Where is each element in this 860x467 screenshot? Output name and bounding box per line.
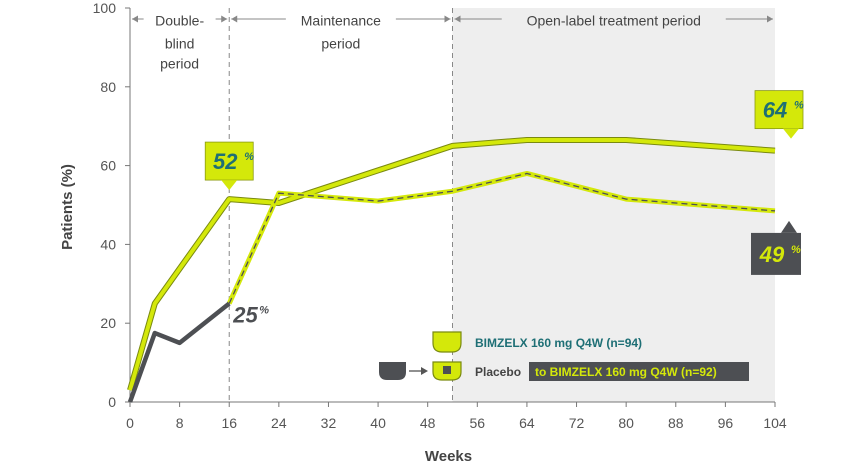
legend-switch-label: to BIMZELX 160 mg Q4W (n=92) [535,365,717,379]
period-label-line: blind [165,36,195,52]
callouts: 52 %64 %25 %49% [204,90,804,328]
series-switch-dash [228,172,776,304]
x-tick-label: 64 [519,415,535,431]
x-tick-label: 96 [718,415,734,431]
period-label-group: Maintenance period [231,13,451,52]
period-arrowhead [132,15,138,23]
legend-placebo-label: Placebo [475,365,521,379]
x-tick-label: 16 [221,415,237,431]
legend-bimzelx-swatch [432,331,462,353]
x-tick-label: 104 [763,415,787,431]
y-tick-label: 60 [100,158,116,174]
y-tick-label: 80 [100,79,116,95]
callout-box [751,232,801,275]
callout-52: 52% [204,141,254,191]
x-tick-label: 32 [321,415,337,431]
x-tick-label: 40 [370,415,386,431]
callout-percent: % [244,151,254,163]
callout-percent: % [794,100,804,112]
period-arrowhead [231,15,238,23]
legend-placebo-swatch [379,362,406,380]
y-tick-label: 40 [100,236,116,252]
x-tick-label: 48 [420,415,436,431]
callout-box [754,90,804,130]
annotation-percent: % [259,305,269,317]
legend-switch-marker [443,366,451,374]
callout-pointer [221,180,238,191]
legend-bimzelx-label: BIMZELX 160 mg Q4W (n=94) [475,336,642,350]
series-lines [127,136,776,403]
period-label-group: Double-blind period [132,13,228,72]
period-arrowhead [454,15,461,23]
axes: 0 20 40 60 80 100 0 8 16 24 32 40 48 56 64 72 80 88 96 104 W… [59,0,787,465]
callout-pointer [783,128,799,139]
period-label-line: Maintenance [301,13,381,29]
legend-switch-label-bg [529,362,749,381]
legend: BIMZELX 160 mg Q4W (n=94) Placebo to BIMZE… [379,331,749,381]
period-arrowhead [444,15,451,23]
callout-percent: % [791,244,801,256]
x-axis-title: Weeks [425,448,472,465]
period-labels: Double-blind period Maintenance period Open-… [132,13,773,72]
annotation-25: 25% [232,303,269,328]
legend-switch-arrowhead [421,367,428,375]
y-tick-label: 20 [100,315,116,331]
y-tick-label: 100 [93,0,117,16]
x-tick-label: 24 [271,415,287,431]
period-label-line: Open-label treatment period [527,13,701,29]
callout-box [204,141,254,181]
callout-64: 64% [754,90,804,139]
period-label-line: period [321,36,360,52]
period-arrowhead [221,15,228,23]
x-tick-label: 88 [668,415,684,431]
period-label-line: period [160,56,199,72]
x-tick-label: 72 [569,415,585,431]
x-tick-label: 8 [176,415,184,431]
callout-value: 52 [213,149,238,174]
callout-49: 49% [751,220,801,275]
period-arrowhead [767,15,773,23]
annotation-value: 25 [232,303,258,328]
x-tick-label: 80 [618,415,634,431]
y-axis-title: Patients (%) [59,164,76,250]
series-placebo [127,301,231,403]
series-bimzelx [128,137,776,391]
callout-value: 64 [763,98,787,123]
callout-pointer [781,220,797,233]
x-tick-label: 56 [470,415,486,431]
period-dividers [228,8,453,402]
period-label-line: Double- [155,13,204,29]
callout-value: 49 [759,242,785,267]
period-label-group: Open-label treatment period [454,13,773,29]
x-tick-label: 0 [126,415,134,431]
y-tick-label: 0 [108,394,116,410]
